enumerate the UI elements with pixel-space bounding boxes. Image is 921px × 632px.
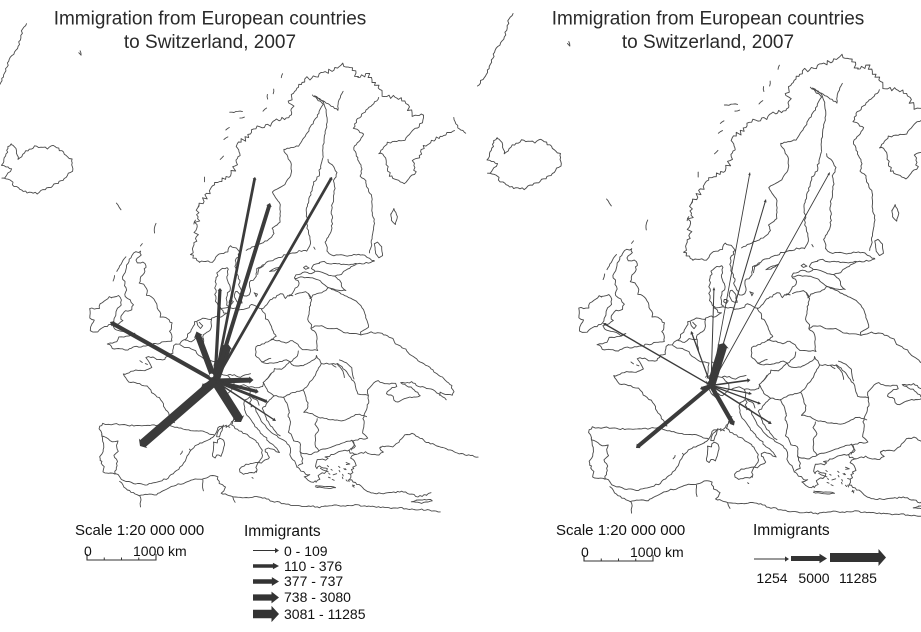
svg-text:5000: 5000 — [798, 570, 829, 586]
svg-text:Immigration from European coun: Immigration from European countries — [54, 9, 367, 30]
svg-text:0 - 109: 0 - 109 — [284, 543, 328, 559]
svg-text:Scale 1:20 000 000: Scale 1:20 000 000 — [75, 522, 204, 539]
svg-text:738 - 3080: 738 - 3080 — [284, 589, 351, 605]
svg-text:Scale 1:20 000 000: Scale 1:20 000 000 — [556, 522, 685, 539]
svg-text:0: 0 — [581, 544, 589, 560]
svg-text:Immigrants: Immigrants — [244, 523, 321, 540]
svg-text:1000 km: 1000 km — [630, 544, 684, 560]
svg-text:1254: 1254 — [756, 570, 787, 586]
svg-text:377 - 737: 377 - 737 — [284, 573, 343, 589]
svg-text:Immigration from European coun: Immigration from European countries — [552, 9, 865, 30]
svg-text:1000 km: 1000 km — [133, 543, 187, 559]
svg-text:0: 0 — [84, 543, 92, 559]
svg-text:3081 - 11285: 3081 - 11285 — [284, 606, 366, 622]
svg-text:11285: 11285 — [839, 570, 877, 586]
svg-text:110 - 376: 110 - 376 — [284, 558, 342, 574]
svg-text:to Switzerland, 2007: to Switzerland, 2007 — [622, 32, 794, 53]
svg-text:to Switzerland, 2007: to Switzerland, 2007 — [124, 32, 296, 53]
svg-text:Immigrants: Immigrants — [753, 522, 830, 539]
